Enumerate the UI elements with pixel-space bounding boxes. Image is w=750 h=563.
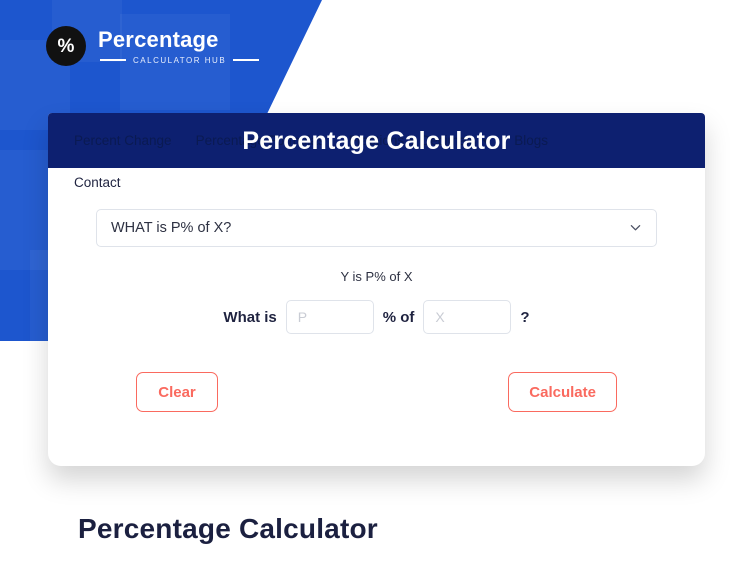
mode-select[interactable]: WHAT is P% of X? (96, 209, 657, 247)
nav-label: Fractions & Decimals (348, 133, 477, 148)
calculator-card: Percent Change Percentage Formulas Fract… (48, 113, 705, 466)
calculate-button[interactable]: Calculate (508, 372, 617, 412)
nav-label: Contact (74, 174, 121, 190)
nav-item-fractions-decimals[interactable]: Fractions & Decimals (337, 133, 503, 148)
percent-symbol: % (57, 35, 75, 57)
mode-select-value: WHAT is P% of X? (111, 220, 232, 236)
rule-right-icon (233, 59, 260, 61)
formula-text: Y is P% of X (340, 269, 413, 284)
site-logo[interactable]: % Percentage CALCULATOR HUB (46, 26, 260, 66)
nav-label: Percent Change (74, 133, 172, 148)
main-navigation: Percent Change Percentage Formulas Fract… (48, 113, 705, 168)
question-prefix-label: What is (223, 308, 277, 326)
nav-label: Blogs (514, 133, 548, 148)
clear-button[interactable]: Clear (136, 372, 218, 412)
nav-item-blogs[interactable]: Blogs (502, 133, 560, 148)
nav-secondary-row: Contact (62, 168, 133, 196)
rule-left-icon (100, 59, 126, 61)
question-input-row: What is % of ? (96, 300, 657, 334)
value-input[interactable] (423, 300, 512, 334)
logo-subtitle-row: CALCULATOR HUB (98, 55, 260, 65)
logo-title: Percentage (98, 27, 219, 53)
percent-icon: % (46, 26, 86, 66)
chevron-down-icon (482, 139, 491, 144)
percent-of-label: % of (382, 308, 415, 326)
page-title: Percentage Calculator (78, 513, 378, 544)
hero-decor-block (120, 14, 230, 110)
nav-item-percent-change[interactable]: Percent Change (62, 133, 184, 148)
action-button-row: Clear Calculate (96, 372, 657, 412)
percent-input[interactable] (285, 300, 374, 334)
chevron-down-icon (630, 222, 641, 233)
logo-text-group: Percentage CALCULATOR HUB (98, 27, 260, 65)
logo-subtitle: CALCULATOR HUB (133, 55, 227, 65)
nav-item-contact[interactable]: Contact (74, 175, 121, 190)
calculator-body: WHAT is P% of X? Y is P% of X What is % … (48, 209, 705, 412)
nav-label: Percentage Formulas (195, 133, 325, 148)
question-suffix-label: ? (520, 308, 530, 326)
nav-item-percentage-formulas[interactable]: Percentage Formulas (184, 133, 337, 148)
mode-select-wrapper[interactable]: WHAT is P% of X? (96, 209, 657, 247)
